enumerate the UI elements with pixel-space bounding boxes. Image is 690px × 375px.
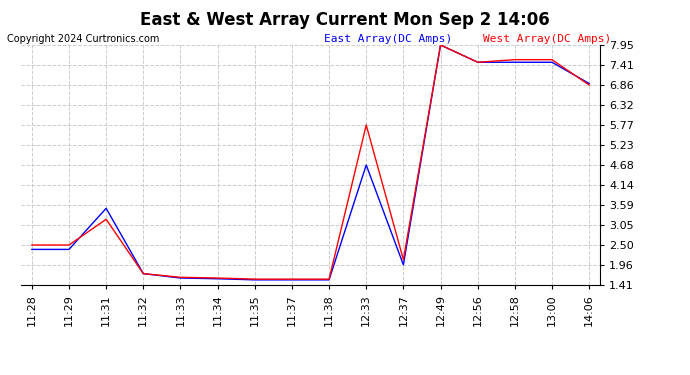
Text: East Array(DC Amps): East Array(DC Amps): [324, 34, 453, 44]
Text: West Array(DC Amps): West Array(DC Amps): [483, 34, 611, 44]
Text: Copyright 2024 Curtronics.com: Copyright 2024 Curtronics.com: [7, 34, 159, 44]
Text: East & West Array Current Mon Sep 2 14:06: East & West Array Current Mon Sep 2 14:0…: [140, 11, 550, 29]
